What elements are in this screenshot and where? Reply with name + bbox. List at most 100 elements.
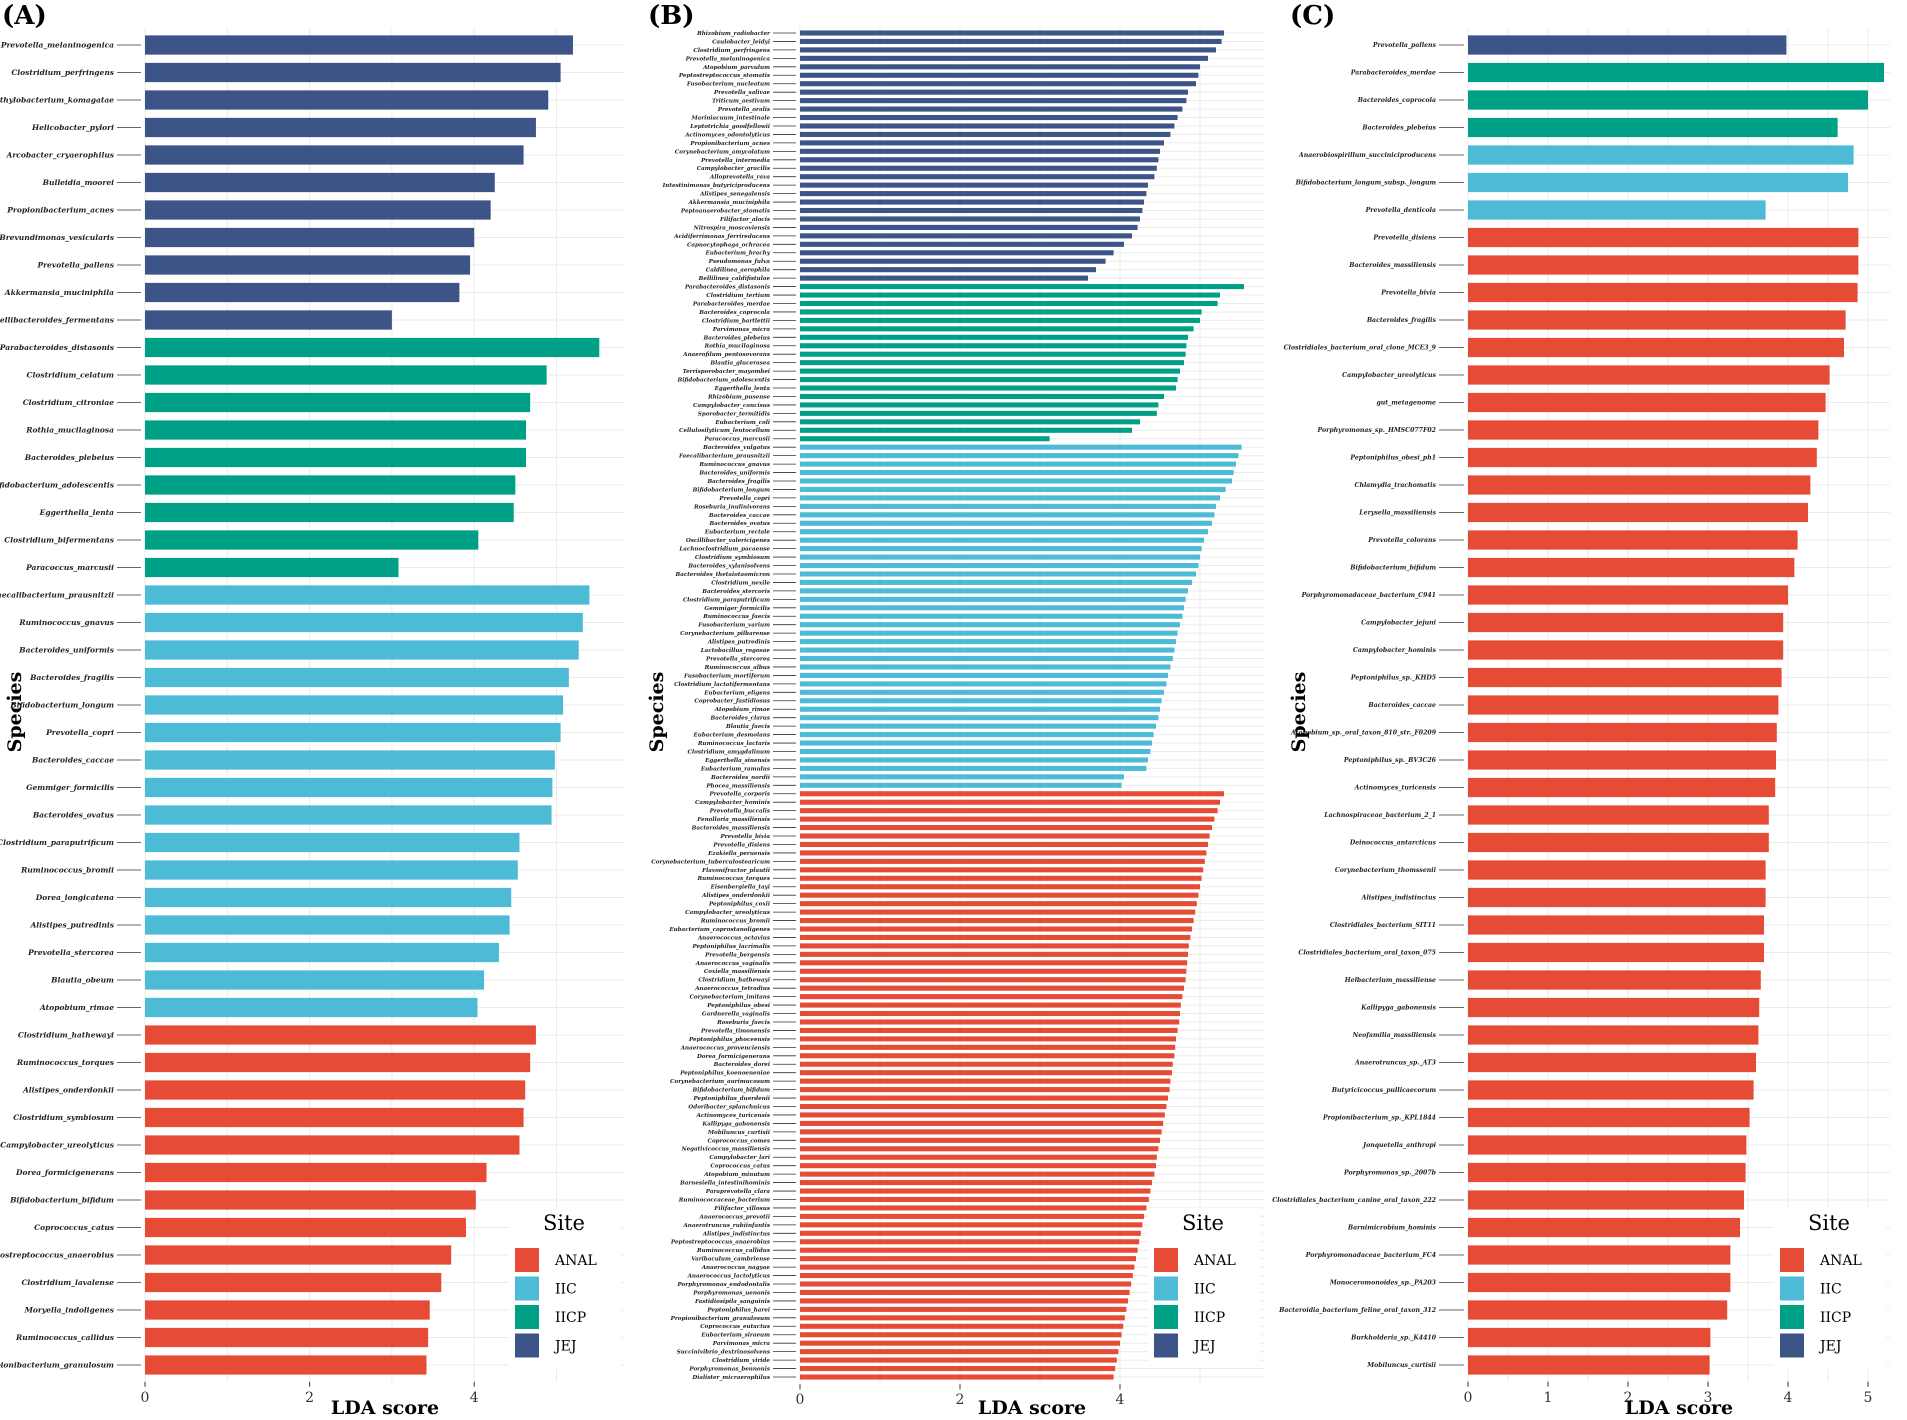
bar-iicp <box>800 317 1200 323</box>
species-label: Clostridiales_bacterium_oral_taxon_075 <box>1298 950 1436 957</box>
bar-iic <box>800 470 1234 476</box>
species-label: Peptostreptococcus_anaerobius <box>0 1251 115 1260</box>
bar-jej <box>800 89 1188 95</box>
bar-jej <box>800 216 1140 222</box>
species-label: Eubacterium_brachy <box>705 251 771 257</box>
species-label: Peptoniphilus_duerdenii <box>692 1096 770 1102</box>
bar-iicp <box>145 530 479 550</box>
bar-anal <box>800 816 1215 822</box>
bar-anal <box>800 1289 1130 1296</box>
species-label: Clostridium_hathewayi <box>698 978 770 984</box>
bar-anal <box>800 867 1204 873</box>
species-label: Bacteroides_fragilis <box>29 673 115 682</box>
species-label: Alistipes_indistinctus <box>702 1231 771 1237</box>
bar-iicp <box>145 557 399 578</box>
species-label: Blautia_glucerasea <box>709 361 770 367</box>
species-label: Peptoniphilus_lacrimalis <box>692 944 771 950</box>
y-axis-title: Species <box>4 672 26 753</box>
species-label: Eubacterium_eligens <box>703 690 771 696</box>
bar-jej <box>145 145 524 165</box>
species-label: Bifidobacterium_longum <box>9 701 114 710</box>
bar-jej <box>800 47 1216 53</box>
bar-anal <box>1468 1080 1754 1100</box>
bar-jej <box>800 38 1222 44</box>
x-tick-label: 4 <box>1116 1392 1125 1408</box>
species-label: Eubacterium_desmolans <box>692 733 770 739</box>
species-label: Fusobacterium_nucleatum <box>686 82 770 88</box>
species-label: Lachnoclostridium_pacaense <box>678 547 770 553</box>
species-label: Flavonifractor_plautii <box>701 868 770 874</box>
bar-anal <box>1468 365 1830 385</box>
bar-jej <box>800 30 1224 36</box>
bar-iic <box>800 562 1199 569</box>
bar-anal <box>800 1323 1124 1329</box>
species-label: Mobiluncus_curtisii <box>707 1130 770 1136</box>
x-tick-label: 2 <box>1624 1390 1633 1406</box>
species-label: Eubacterium_coprostanoligenes <box>668 927 770 933</box>
species-label: Alistipes_senegalensis <box>699 192 771 198</box>
bar-anal <box>800 1154 1157 1160</box>
species-label: Peptoniphilus_phoceensis <box>688 1037 771 1043</box>
species-label: Peptostreptococcus_stomatis <box>678 73 771 79</box>
bar-anal <box>800 1247 1138 1253</box>
bar-iic <box>800 588 1188 594</box>
bar-jej <box>800 174 1155 180</box>
legend-title: Site <box>1808 1211 1850 1235</box>
bar-anal <box>800 841 1208 848</box>
bar-iic <box>800 782 1122 788</box>
species-label: Anaerococcus_vaginalis <box>695 961 771 967</box>
bar-anal <box>800 1349 1119 1355</box>
species-label: gut_metagenome <box>1376 400 1436 407</box>
species-label: Eggerthella_lenta <box>39 508 114 517</box>
bar-jej <box>800 207 1143 214</box>
bar-jej <box>145 35 573 55</box>
legend-label: JEJ <box>1192 1339 1215 1355</box>
species-label: Arcobacter_cryaerophilus <box>6 151 115 160</box>
bar-anal <box>800 799 1220 805</box>
bar-jej <box>800 106 1183 112</box>
bar-iic <box>800 647 1175 653</box>
species-label: Gemmiger_formicilis <box>704 606 770 612</box>
bar-iic <box>800 723 1156 729</box>
species-label: Kallipyga_gabonensis <box>1360 1005 1436 1012</box>
legend-label: JEJ <box>553 1339 576 1355</box>
species-label: Deinococcus_antarcticus <box>1349 840 1437 847</box>
bar-anal <box>800 1146 1159 1152</box>
species-label: Bacteroides_massiliensis <box>691 826 771 832</box>
species-label: Succinivibrio_dextrinosolvens <box>677 1350 771 1356</box>
species-label: Ezakiella_peruensis <box>707 851 771 857</box>
legend-label: ANAL <box>554 1253 597 1269</box>
species-label: Caulobacter_leidyi <box>712 39 770 45</box>
species-label: Prevotella_corporis <box>709 792 771 798</box>
species-label: Bacteroides_coprocola <box>698 310 770 316</box>
species-label: Bacteroides_clarus <box>710 716 771 722</box>
bar-jej <box>1468 35 1787 55</box>
species-label: Negativicoccus_massiliensis <box>680 1147 770 1153</box>
species-label: Propionibacterium_granulosum <box>670 1316 770 1322</box>
species-label: Bacteroides_stercoris <box>701 589 771 595</box>
species-label: Odoribacter_splanchnicus <box>688 1104 770 1110</box>
bar-iicp <box>800 419 1140 425</box>
legend-swatch-iic <box>1780 1276 1804 1301</box>
bar-anal <box>145 1327 429 1348</box>
species-label: Bacteroides_caccae <box>31 756 114 765</box>
bar-iic <box>800 444 1242 450</box>
species-label: Prevotella_pallens <box>1372 42 1437 49</box>
bar-anal <box>800 1087 1170 1093</box>
panel-2: Prevotella_pallens Parabacteroides_merdae… <box>1272 1 1890 1419</box>
species-label: Oscillibacter_valericigenes <box>686 538 771 544</box>
bar-iic <box>800 605 1184 611</box>
species-label: Moryella_indoligenes <box>24 1306 115 1315</box>
x-tick-label: 2 <box>956 1392 965 1408</box>
legend-swatch-jej <box>1154 1333 1178 1358</box>
species-label: Nitrospira_moscoviensis <box>693 225 771 231</box>
bar-iic <box>145 970 485 990</box>
species-label: Anaerofilum_pentosovorans <box>682 352 771 358</box>
species-label: Clostridiales_bacterium_canine_oral_taxo… <box>1272 1197 1436 1204</box>
bar-anal <box>800 1374 1114 1380</box>
species-label: Blautia_faecis <box>725 724 771 730</box>
bar-anal <box>800 918 1194 924</box>
bar-jej <box>145 62 561 83</box>
species-label: Prevotella_disiens <box>712 842 770 848</box>
bar-anal <box>145 1272 442 1293</box>
